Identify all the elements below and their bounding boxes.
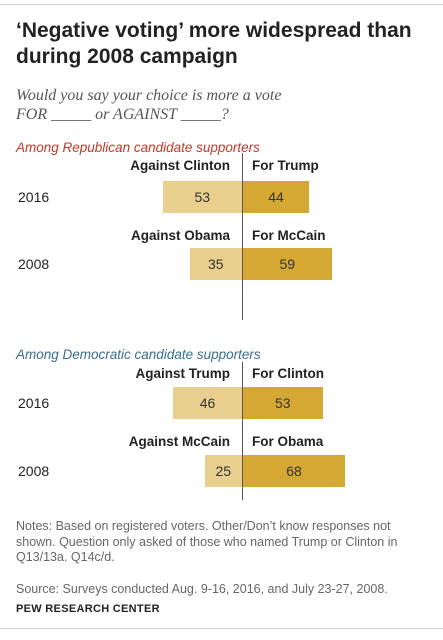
chart-title: ‘Negative voting’ more widespread than d… [16, 19, 412, 68]
zero-axis-line [242, 362, 243, 500]
for-label: For Obama [252, 434, 324, 449]
against-bar: 25 [204, 455, 242, 487]
against-label: Against McCain [128, 434, 230, 449]
top-rule [0, 4, 443, 5]
panel-title: Among Republican candidate supporters [16, 140, 260, 155]
against-bar: 53 [162, 181, 242, 213]
for-label: For McCain [252, 228, 326, 243]
against-bar: 35 [189, 248, 242, 280]
year-label: 2008 [18, 256, 50, 272]
brand-name: PEW RESEARCH CENTER [16, 603, 160, 615]
for-bar: 68 [243, 455, 345, 487]
for-label: For Trump [252, 158, 319, 173]
panel-title: Among Democratic candidate supporters [16, 347, 261, 362]
against-label: Against Obama [130, 228, 230, 243]
for-label: For Clinton [252, 366, 324, 381]
for-bar: 44 [243, 181, 309, 213]
against-bar: 46 [173, 387, 242, 419]
year-label: 2016 [18, 189, 50, 205]
against-label: Against Trump [135, 366, 230, 381]
bottom-rule [0, 628, 443, 629]
for-bar: 59 [243, 248, 332, 280]
for-bar: 53 [243, 387, 323, 419]
chart-source: Source: Surveys conducted Aug. 9-16, 201… [16, 582, 388, 596]
year-label: 2016 [18, 395, 50, 411]
against-label: Against Clinton [130, 158, 230, 173]
chart-notes: Notes: Based on registered voters. Other… [16, 519, 398, 564]
zero-axis-line [242, 153, 243, 320]
year-label: 2008 [18, 463, 50, 479]
chart-subtitle: Would you say your choice is more a vote… [16, 87, 282, 123]
